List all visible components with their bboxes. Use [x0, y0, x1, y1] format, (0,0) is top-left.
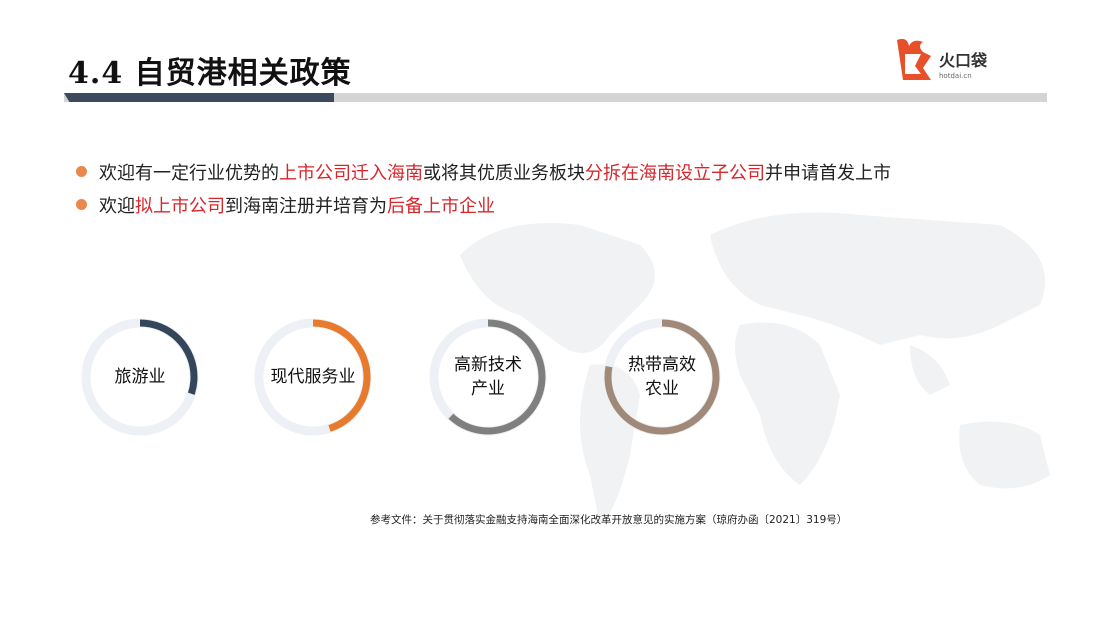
- svg-text:hotdai.cn: hotdai.cn: [939, 72, 972, 80]
- title-underline: [64, 93, 1047, 102]
- hotdai-logo: 火口袋 hotdai.cn: [897, 38, 988, 80]
- ring-modern-services: 现代服务业: [253, 317, 373, 437]
- ring-progress-arc: [82, 319, 198, 435]
- bullet-highlight: 上市公司迁入海南: [279, 162, 423, 184]
- title-underline-accent: [64, 93, 334, 102]
- ring-label: 农业: [645, 379, 679, 399]
- ring-progress-arc: [430, 319, 546, 435]
- bullet-item: 欢迎有一定行业优势的 上市公司迁入海南 或将其优质业务板块 分拆在海南设立子公司 并申请…: [76, 155, 891, 188]
- bullet-dot-icon: [76, 166, 87, 177]
- ring-progress-arc: [255, 319, 371, 435]
- bullet-text: 欢迎有一定行业优势的: [99, 162, 279, 184]
- bullet-highlight: 后备上市企业: [387, 195, 495, 217]
- ring-label: 高新技术: [454, 355, 522, 375]
- bullet-dot-icon: [76, 199, 87, 210]
- bullet-text: 到海南注册并培育为: [225, 195, 387, 217]
- policy-bullets: 欢迎有一定行业优势的 上市公司迁入海南 或将其优质业务板块 分拆在海南设立子公司 并申请…: [76, 155, 891, 221]
- bullet-item: 欢迎 拟上市公司 到海南注册并培育为 后备上市企业: [76, 188, 891, 221]
- ring-label: 现代服务业: [270, 367, 356, 387]
- bullet-text: 欢迎: [99, 195, 135, 217]
- world-map-background: [460, 212, 1050, 525]
- ring-tropical-agriculture: 热带高效 农业: [602, 317, 722, 437]
- bullet-text: 或将其优质业务板块: [423, 162, 585, 184]
- bullet-text: 并申请首发上市: [765, 162, 891, 184]
- svg-text:火口袋: 火口袋: [939, 51, 988, 70]
- ring-tourism: 旅游业: [80, 317, 200, 437]
- ring-high-tech: 高新技术 产业: [428, 317, 548, 437]
- page-title: 4.4 自贸港相关政策: [68, 56, 352, 91]
- ring-label: 产业: [471, 379, 505, 399]
- reference-note: 参考文件：关于贯彻落实金融支持海南全面深化改革开放意见的实施方案（琼府办函〔20…: [370, 514, 848, 526]
- ring-progress-arc: [604, 319, 720, 435]
- ring-label: 热带高效: [628, 355, 696, 375]
- ring-label: 旅游业: [114, 367, 166, 387]
- bullet-highlight: 拟上市公司: [135, 195, 225, 217]
- bullet-highlight: 分拆在海南设立子公司: [585, 162, 765, 184]
